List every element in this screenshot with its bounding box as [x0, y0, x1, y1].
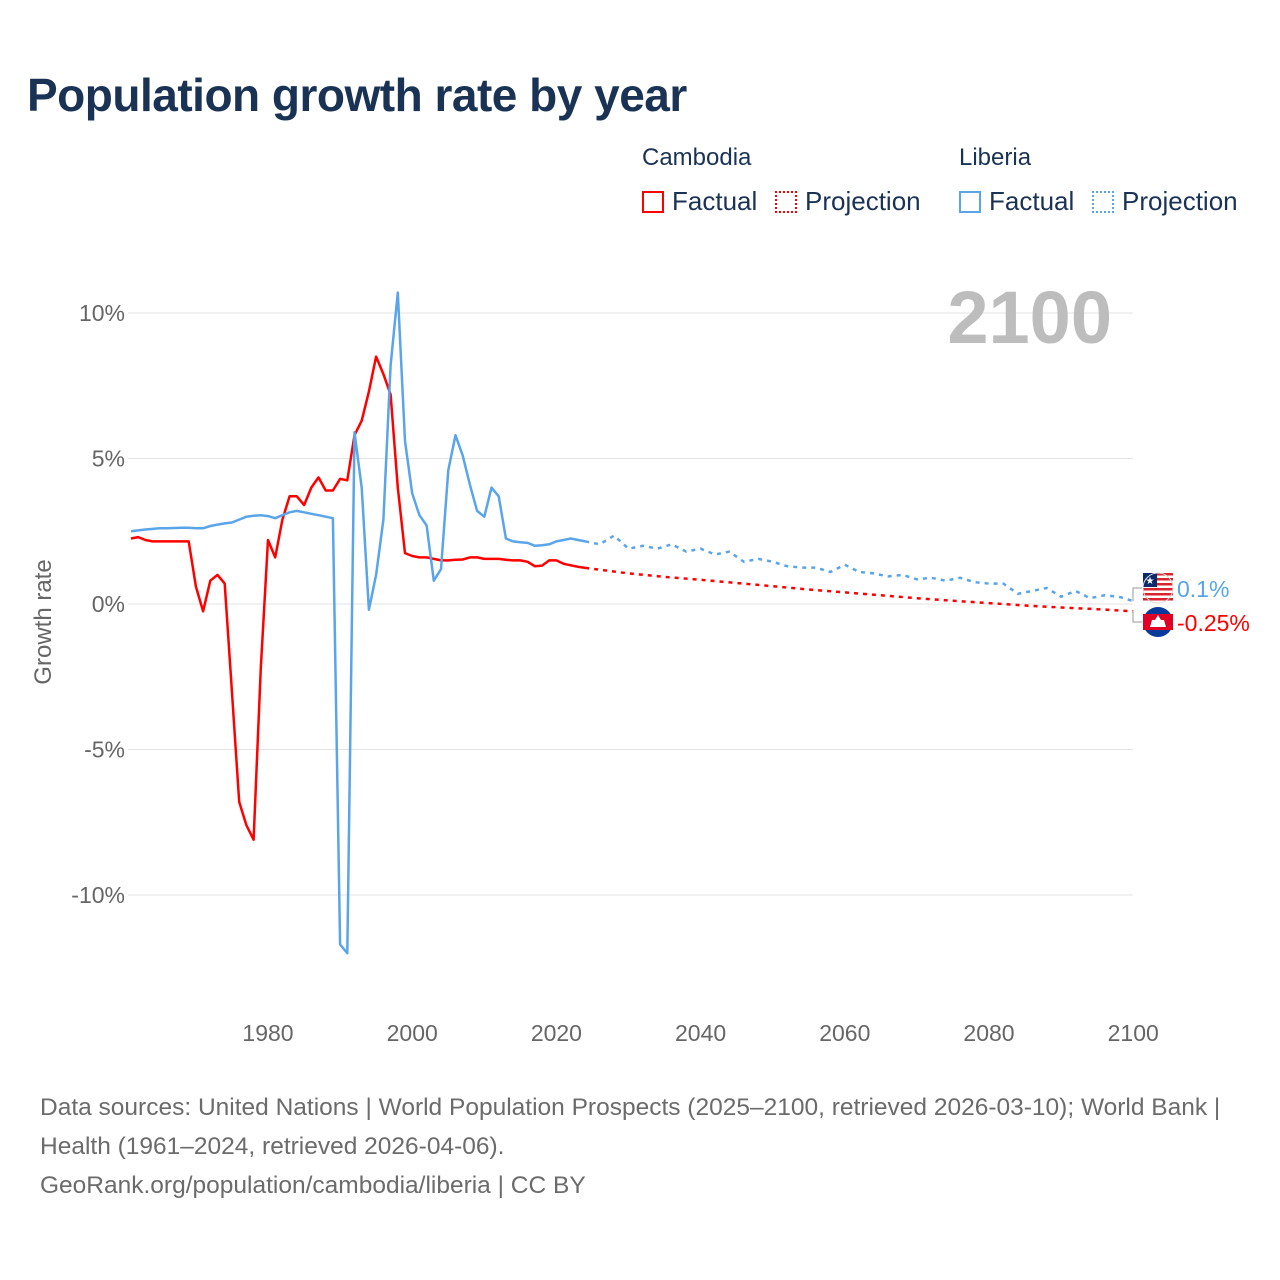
cambodia-label-connector: [1132, 611, 1142, 623]
cambodia-end-value: -0.25%: [1177, 610, 1250, 636]
y-tick-label: 10%: [79, 300, 125, 326]
flag-stripe: [1143, 583, 1173, 586]
legend-swatch-dotted: [1092, 190, 1114, 213]
legend-swatch-solid: [642, 190, 664, 213]
legend-label: Projection: [1122, 186, 1238, 216]
liberia-label-connector: [1132, 587, 1142, 602]
legend-cambodia-projection[interactable]: Projection: [775, 186, 921, 217]
x-tick-label: 2100: [1108, 1020, 1159, 1046]
legend-label: Projection: [805, 186, 921, 216]
flag-stripe: [1143, 573, 1173, 576]
flag-stripe: [1143, 588, 1173, 591]
legend-group-cambodia: Cambodia: [642, 144, 752, 171]
legend-label: Factual: [672, 186, 758, 216]
liberia-factual-line: [130, 291, 586, 955]
y-tick-label: -5%: [84, 737, 125, 763]
liberia-flag-icon: ★: [1142, 572, 1174, 604]
legend-label: Factual: [989, 186, 1075, 216]
flag-stripe: [1143, 593, 1173, 596]
cambodia-factual-line: [130, 355, 586, 841]
legend-liberia-projection[interactable]: Projection: [1092, 186, 1238, 217]
y-tick-label: 0%: [92, 591, 125, 617]
year-watermark: 2100: [947, 276, 1112, 359]
data-sources: Data sources: United Nations | World Pop…: [40, 1094, 1221, 1160]
flag-stripe: [1143, 598, 1173, 601]
flag-temple: [1150, 615, 1166, 627]
plot-area: 10% 5% 0% -5% -10% 1980 2000 2020 2040 2060 2080 21…: [30, 276, 1250, 1046]
flag-border: [1142, 572, 1174, 604]
y-axis-title: Growth rate: [30, 559, 57, 684]
cambodia-flag-icon: [1143, 607, 1173, 637]
liberia-end-value: 0.1%: [1177, 576, 1229, 602]
flag-stripe: [1143, 578, 1173, 581]
y-tick-label: -10%: [71, 882, 125, 908]
flag-canton: [1143, 573, 1157, 587]
legend-cambodia-factual[interactable]: Factual: [642, 186, 757, 217]
legend-liberia-factual[interactable]: Factual: [959, 186, 1074, 217]
cambodia-projection-line: [585, 566, 1134, 613]
x-tick-label: 2000: [387, 1020, 438, 1046]
chart-title: Population growth rate by year: [27, 69, 687, 121]
flag-star: ★: [1146, 576, 1155, 587]
footer: Data sources: United Nations | World Pop…: [40, 1088, 1240, 1205]
legend-swatch-solid: [959, 190, 981, 213]
x-tick-label: 2040: [675, 1020, 726, 1046]
liberia-projection-line: [584, 534, 1134, 603]
legend-group-liberia: Liberia: [959, 144, 1032, 171]
x-tick-label: 1980: [242, 1020, 293, 1046]
y-tick-label: 5%: [92, 446, 125, 472]
credit-link[interactable]: GeoRank.org/population/cambodia/liberia …: [40, 1172, 586, 1199]
legend-swatch-dotted: [775, 190, 797, 213]
x-tick-label: 2020: [531, 1020, 582, 1046]
x-tick-label: 2080: [963, 1020, 1014, 1046]
x-tick-label: 2060: [819, 1020, 870, 1046]
